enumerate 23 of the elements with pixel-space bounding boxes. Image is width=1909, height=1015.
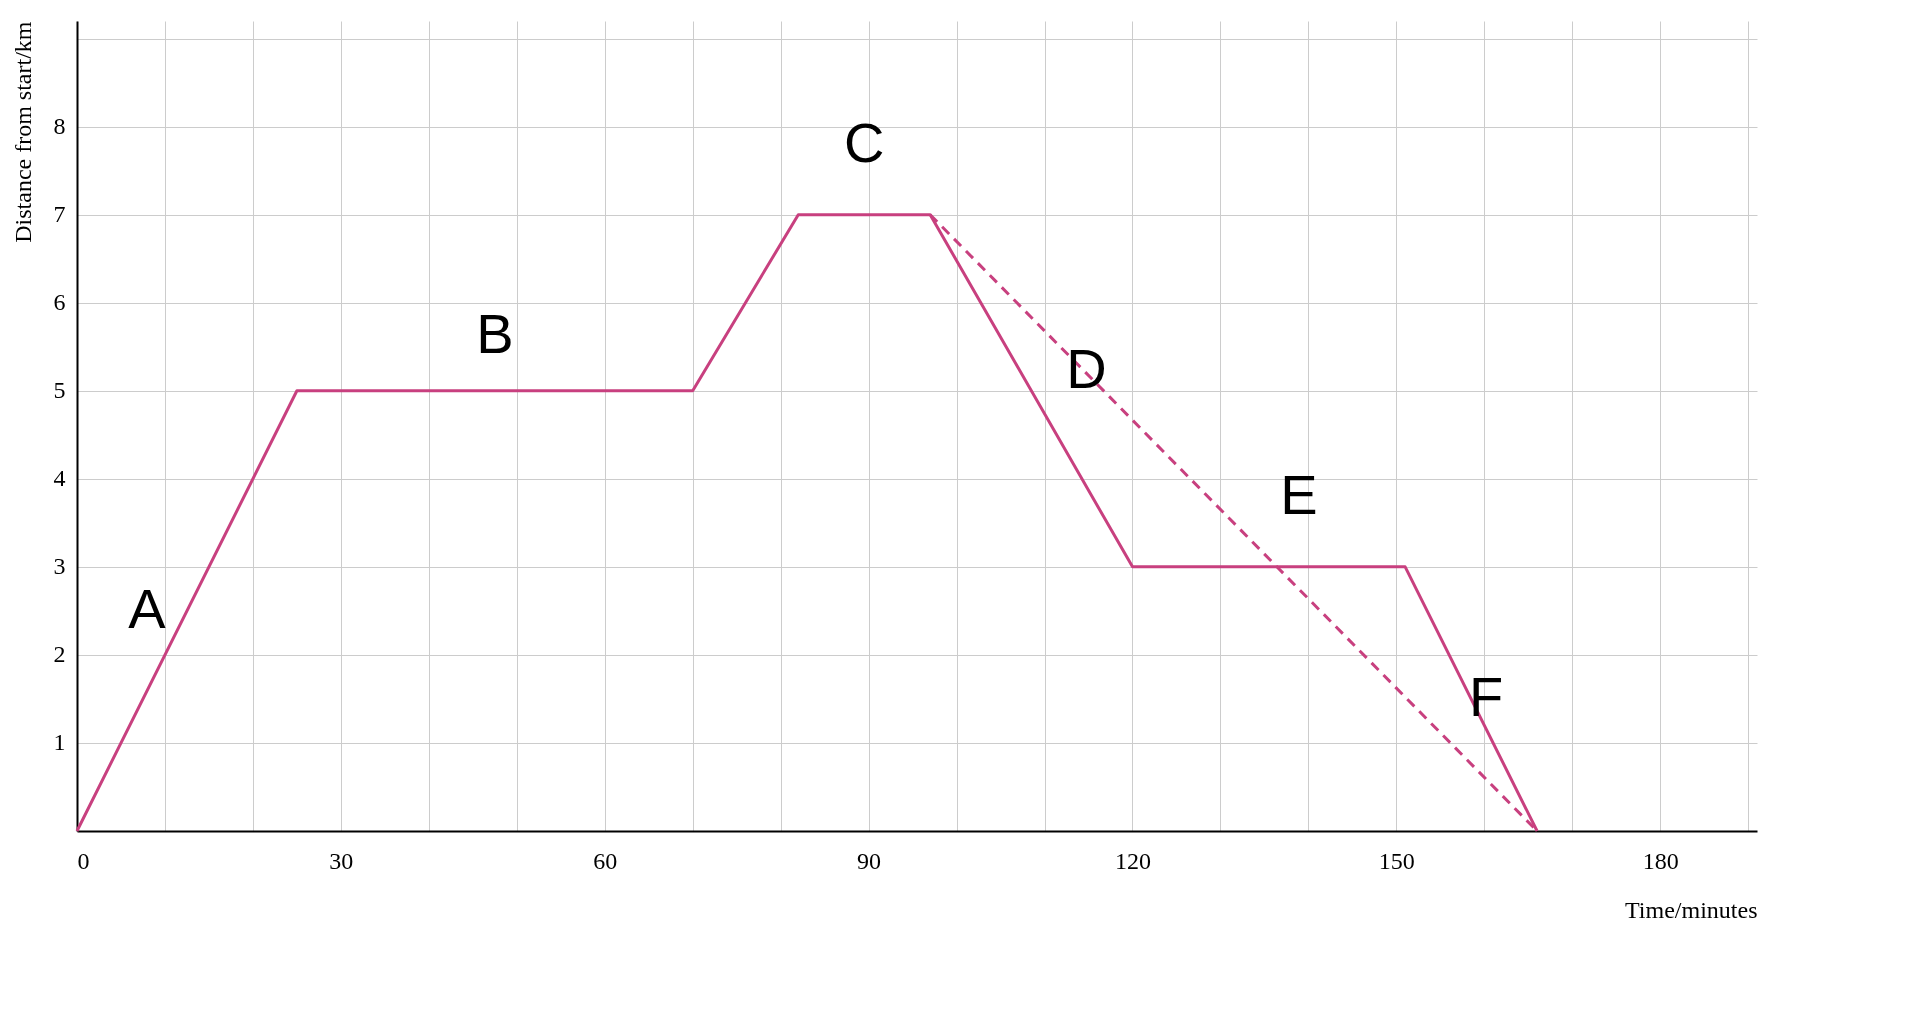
annotation: C [844,110,885,174]
y-tick-label: 7 [53,201,66,228]
x-tick-label: 150 [1378,847,1415,874]
y-tick-label: 4 [53,465,66,492]
y-axis-title: Distance from start/km [9,21,36,243]
x-tick-label: 90 [857,847,882,874]
x-tick-label: 120 [1115,847,1151,874]
annotation: F [1469,664,1504,728]
x-tick-label: 60 [593,847,618,874]
x-tick-label: 30 [329,847,354,874]
y-tick-label: 1 [53,729,66,756]
y-tick-label: 5 [53,377,66,404]
y-tick-label: 8 [53,113,66,140]
annotation: D [1066,336,1107,400]
x-tick-label: 0 [77,847,90,874]
y-tick-label: 3 [53,553,66,580]
y-tick-label: 2 [53,641,66,668]
annotation: E [1280,462,1318,526]
x-tick-label: 180 [1642,847,1679,874]
annotation: A [128,576,167,640]
x-axis-title: Time/minutes [1625,896,1758,923]
y-tick-label: 6 [53,289,66,316]
annotation: B [476,301,514,365]
